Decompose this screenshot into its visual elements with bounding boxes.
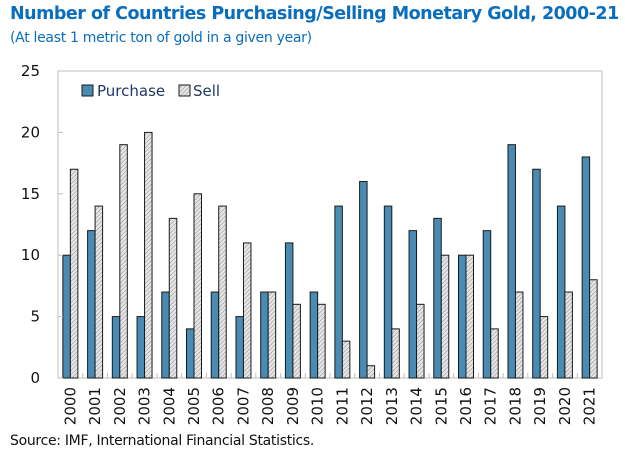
y-tick-label: 15 [21,185,40,203]
bar-purchase-2000 [62,254,71,379]
x-tick-label: 2019 [531,387,549,425]
bar-sell-2018 [514,291,524,379]
chart-title: Number of Countries Purchasing/Selling M… [10,4,619,24]
chart-subtitle: (At least 1 metric ton of gold in a give… [10,30,312,46]
bar-sell-2008 [267,291,277,379]
bar-purchase-2019 [532,168,541,379]
bar-purchase-2013 [383,205,393,379]
bar-sell-2007 [242,242,252,379]
bar-sell-2002 [119,144,128,379]
bar-purchase-2004 [161,291,170,379]
bar-purchase-2007 [235,316,244,379]
bar-purchase-2020 [556,205,566,379]
x-tick-label: 2004 [160,387,178,425]
legend-swatch-sell [178,84,191,97]
x-tick-label: 2005 [185,387,203,425]
x-tick-label: 2009 [284,387,302,425]
bar-purchase-2021 [581,156,591,379]
bar-purchase-2018 [507,144,516,379]
x-tick-label: 2006 [210,387,228,425]
x-tick-label: 2002 [111,387,129,425]
x-axis-ticks: 2000 2001 2002 2003 2004 2005 2006 2007 2008 2009… [61,373,599,425]
bar-purchase-2001 [87,230,96,379]
x-tick-label: 2016 [457,387,475,425]
x-tick-label: 2015 [432,387,450,425]
x-tick-label: 2020 [556,387,574,425]
x-tick-label: 2012 [358,387,376,425]
y-tick-label: 5 [30,308,40,326]
legend-swatch-purchase [81,84,94,97]
bar-purchase-2015 [433,217,442,379]
bar-sell-2021 [589,279,598,379]
bar-purchase-2006 [210,291,220,379]
bar-purchase-2017 [482,230,492,379]
y-tick-label: 0 [30,369,40,387]
bar-sell-2003 [144,131,153,379]
bar-sell-2013 [391,328,400,379]
bar-sell-2019 [539,316,549,379]
bar-sell-2014 [416,303,425,379]
y-tick-label: 20 [21,123,40,141]
legend: Purchase Sell [81,82,220,100]
x-tick-label: 2007 [234,387,252,425]
y-axis-ticks: 0 5 10 15 20 25 [21,62,63,387]
bar-purchase-2005 [186,328,195,379]
legend-label-sell: Sell [193,82,220,100]
legend-label-purchase: Purchase [97,82,165,100]
x-tick-label: 2010 [309,387,327,425]
bar-sell-2017 [490,328,499,379]
x-tick-label: 2003 [136,387,154,425]
bar-sell-2001 [94,205,104,379]
x-tick-label: 2017 [482,387,500,425]
bar-sell-2006 [218,205,227,379]
bar-sell-2004 [168,217,178,379]
bar-purchase-2010 [309,291,319,379]
source-note: Source: IMF, International Financial Sta… [10,433,315,449]
bar-sell-2012 [366,365,376,379]
bar-purchase-2009 [284,242,294,379]
x-tick-label: 2018 [506,387,524,425]
bar-sell-2009 [292,303,301,379]
bar-sell-2000 [69,168,79,379]
x-tick-label: 2001 [86,387,104,425]
bar-purchase-2002 [111,316,121,379]
bar-sell-2016 [465,254,474,379]
bar-sell-2011 [341,340,351,379]
bar-purchase-2012 [359,181,368,379]
bar-purchase-2016 [458,254,467,379]
bar-purchase-2011 [334,205,343,379]
x-tick-label: 2013 [383,387,401,425]
bar-purchase-2003 [136,316,146,379]
bar-sell-2005 [193,193,202,379]
x-tick-label: 2021 [581,387,599,425]
bar-purchase-2008 [260,291,269,379]
x-tick-label: 2011 [333,387,351,425]
x-tick-label: 2014 [408,387,426,425]
bar-sell-2015 [440,254,450,379]
y-tick-label: 10 [21,246,40,264]
x-tick-label: 2000 [61,387,79,425]
bar-sell-2010 [317,303,326,379]
bar-sell-2020 [564,291,573,379]
y-tick-label: 25 [21,62,40,80]
bars [62,131,598,379]
x-tick-label: 2008 [259,387,277,425]
bar-purchase-2014 [408,230,418,379]
